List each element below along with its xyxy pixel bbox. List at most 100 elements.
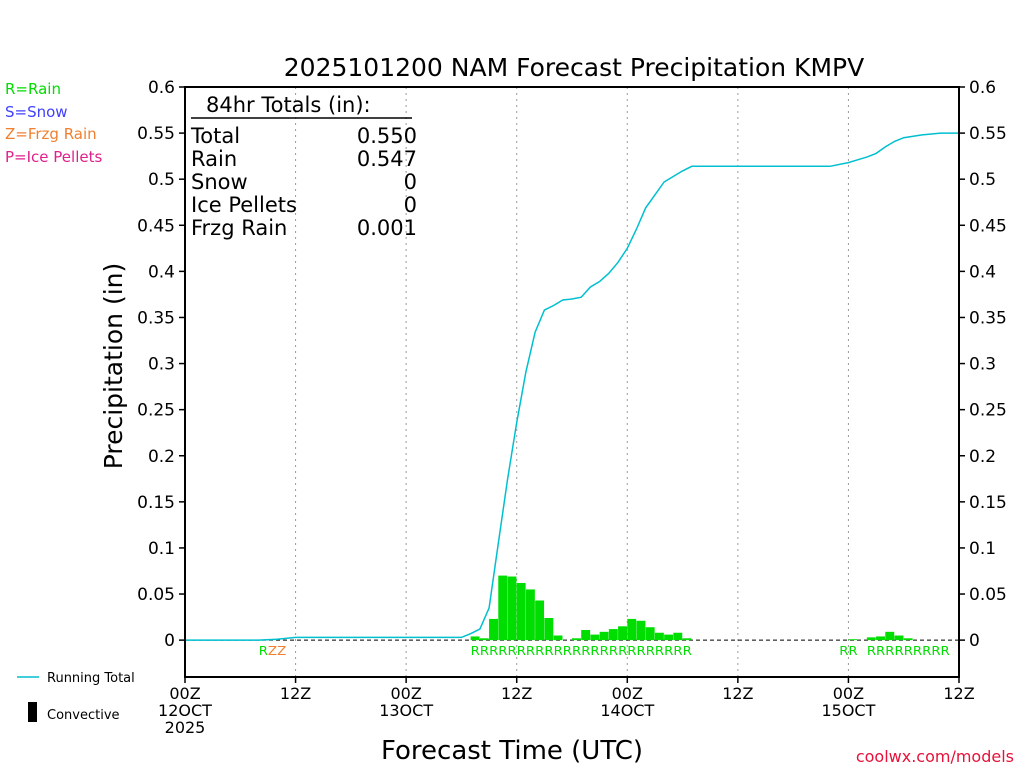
ptype-letter-run: RRRRRRRRRRRRRRRRRRRRRRRR [471,644,692,658]
precip-bar [673,632,683,641]
y-tick-label-left: 0.05 [137,585,175,605]
x-tick-label: 00Z [390,684,421,703]
ptype-letter: Z [268,644,277,658]
ptype-letter-run: RRRRRRRRR [867,644,950,658]
totals-snow-label: Snow [191,170,248,194]
precip-bar [479,638,489,641]
x-tick-label: 2025 [165,718,206,737]
y-tick-label-right: 0.35 [969,308,1007,328]
x-tick-label: 00Z [833,684,864,703]
precip-bar [489,618,498,641]
y-axis-title: Precipitation (in) [99,263,128,470]
running-total-line [185,132,959,641]
legend-convective-label: Convective [47,708,120,723]
precip-bars [470,575,913,641]
totals-title: 84hr Totals (in): [206,93,371,117]
totals-snow-value: 0 [404,170,417,194]
precip-bar [636,620,646,641]
x-tick-label: 15OCT [821,701,875,720]
x-tick-label: 00Z [169,684,200,703]
precip-bar [866,637,876,641]
y-tick-label-left: 0.35 [137,308,175,328]
precip-bar [608,629,618,641]
y-tick-label-right: 0.55 [969,124,1007,144]
y-tick-label-left: 0.15 [137,493,175,513]
legend-convective-swatch [28,702,37,722]
totals-ice-value: 0 [404,193,417,217]
precip-bar [498,575,508,641]
precip-bar [903,638,913,641]
x-tick-label: 12Z [280,684,311,703]
y-tick-label-left: 0.45 [137,216,175,236]
precip-bar [470,636,480,641]
y-tick-label-left: 0.2 [148,447,175,467]
legend-snow: S=Snow [5,103,68,121]
y-tick-label-right: 0 [969,631,980,651]
precip-bar [876,636,885,641]
x-axis-title: Forecast Time (UTC) [381,736,643,766]
precip-bar [654,632,664,641]
precip-bar [664,634,674,641]
y-tick-label-left: 0.4 [148,262,175,282]
totals-total-value: 0.550 [357,124,417,148]
precip-bar [885,631,895,641]
x-tick-label: 13OCT [379,701,433,720]
precip-bar [618,626,627,641]
legend-running-total-label: Running Total [47,671,135,686]
y-tick-label-right: 0.25 [969,401,1007,421]
totals-rain-value: 0.547 [357,147,417,171]
y-tick-label-left: 0.6 [148,78,175,98]
totals-box: 84hr Totals (in): Total 0.550 Rain 0.547… [190,93,417,240]
x-tick-label: 00Z [612,684,643,703]
y-tick-label-right: 0.6 [969,78,996,98]
precip-bar [627,618,637,641]
plot-frame [184,86,960,678]
x-tick-label: 12Z [943,684,974,703]
y-tick-label-left: 0.25 [137,401,175,421]
precip-bar [572,638,581,641]
y-tick-label-right: 0.2 [969,447,996,467]
x-tick-label: 12Z [501,684,532,703]
ptype-letter: Z [277,644,286,658]
y-tick-label-left: 0.55 [137,124,175,144]
y-tick-label-left: 0.3 [148,355,175,375]
credit-text: coolwx.com/models [856,747,1014,766]
precip-bar [682,638,692,641]
x-tick-label: 12Z [722,684,753,703]
y-tick-label-left: 0.5 [148,170,175,190]
precip-bar [581,629,591,641]
y-tick-label-right: 0.4 [969,262,996,282]
x-tick-label: 12OCT [158,701,212,720]
y-tick-label-right: 0.05 [969,585,1007,605]
totals-frzg-label: Frzg Rain [191,216,287,240]
y-tick-label-right: 0.45 [969,216,1007,236]
y-tick-label-left: 0.1 [148,539,175,559]
legend-frzg-rain: Z=Frzg Rain [5,125,97,143]
y-tick-label-right: 0.1 [969,539,996,559]
y-axis-right: 0 0.05 0.1 0.15 0.2 0.25 0.3 0.35 0.4 0.45 0.5 0.55… [959,78,1007,651]
legend-ice-pellets: P=Ice Pellets [5,148,103,166]
precip-bar [544,618,554,641]
ptype-letter-run: RR [839,644,857,658]
y-tick-label-right: 0.5 [969,170,996,190]
ptype-letters: R Z Z RRRRRRRRRRRRRRRRRRRRRRRR RR RRRRRRRRR [259,644,950,658]
precip-bar [553,635,563,641]
chart-title: 2025101200 NAM Forecast Precipitation KM… [284,53,864,82]
x-tick-label: 14OCT [600,701,654,720]
totals-frzg-value: 0.001 [357,216,417,240]
y-tick-label-right: 0.15 [969,493,1007,513]
y-tick-label-right: 0.3 [969,355,996,375]
precip-bar [525,589,535,641]
ptype-letter: R [259,644,268,658]
precip-bar [599,631,609,641]
precip-bar [535,600,545,641]
y-axis-left: 0 0.05 0.1 0.15 0.2 0.25 0.3 0.35 0.4 0.45 0.5 0.55… [137,78,185,651]
y-tick-label-left: 0 [164,631,175,651]
precip-bar [848,639,858,641]
legend-rain: R=Rain [5,80,61,98]
grid [295,87,849,677]
precip-bar [645,627,655,641]
totals-rain-label: Rain [191,147,237,171]
